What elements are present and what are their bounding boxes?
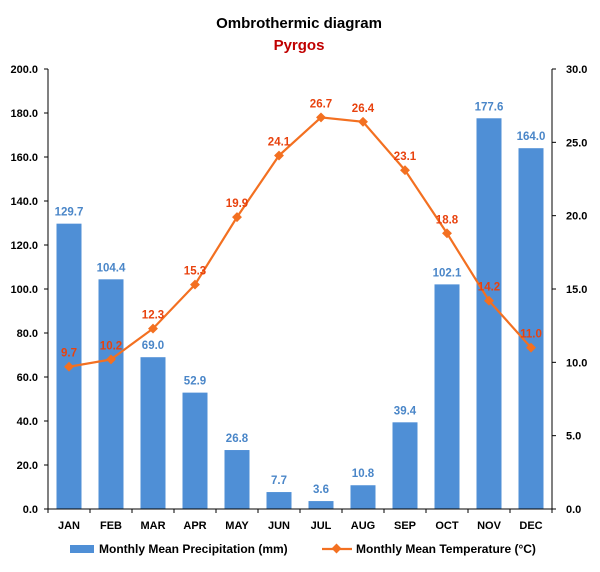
temperature-labels: 9.7 10.2 12.3 15.3 19.9 24.1 26.7 26.4 23.1 18.8 1… <box>61 98 542 359</box>
precipitation-bar <box>140 357 166 509</box>
temperature-point <box>400 165 410 176</box>
precipitation-bar <box>518 148 544 509</box>
precipitation-value-label: 104.4 <box>97 262 126 274</box>
month-label: MAY <box>225 520 249 532</box>
precipitation-bar <box>392 422 418 509</box>
right-tick-label: 30.0 <box>566 64 587 76</box>
left-tick-label: 160.0 <box>10 152 38 164</box>
month-axis: JAN FEB MAR APR MAY JUN JUL AUG SEP OCT NOV DEC <box>47 509 553 532</box>
precipitation-value-label: 164.0 <box>517 131 546 143</box>
temperature-value-label: 19.9 <box>226 198 248 210</box>
precipitation-labels: 129.7 104.4 69.0 52.9 26.8 7.7 3.6 10.8 39.4 102.… <box>55 101 546 496</box>
precipitation-value-label: 129.7 <box>55 207 84 219</box>
left-axis: 0.0 20.0 40.0 60.0 80.0 100.0 120.0 140.0 160.0 1… <box>10 64 48 516</box>
precipitation-value-label: 10.8 <box>352 468 375 480</box>
left-tick-label: 140.0 <box>10 196 38 208</box>
temperature-point <box>148 323 158 334</box>
month-label: APR <box>183 520 206 532</box>
left-tick-label: 120.0 <box>10 240 38 252</box>
temperature-value-label: 23.1 <box>394 151 417 163</box>
temperature-value-label: 24.1 <box>268 137 291 149</box>
temperature-value-label: 18.8 <box>436 214 459 226</box>
left-tick-label: 20.0 <box>17 460 38 472</box>
precipitation-value-label: 52.9 <box>184 376 206 388</box>
precipitation-bar <box>182 392 208 509</box>
temperature-point <box>442 228 452 239</box>
temperature-line <box>64 112 536 372</box>
month-label: JUL <box>311 520 332 532</box>
temperature-value-label: 14.2 <box>478 282 500 294</box>
temperature-series-line <box>68 116 532 368</box>
month-label: DEC <box>519 520 542 532</box>
precipitation-bar <box>476 118 502 509</box>
precipitation-bar <box>350 485 376 509</box>
precipitation-value-label: 26.8 <box>226 433 249 445</box>
month-label: JUN <box>268 520 290 532</box>
temperature-point <box>190 279 200 290</box>
legend-precipitation-swatch <box>70 545 94 553</box>
temperature-point <box>232 212 242 223</box>
temperature-value-label: 15.3 <box>184 266 206 278</box>
legend: Monthly Mean Precipitation (mm) Monthly … <box>70 542 536 556</box>
temperature-value-label: 11.0 <box>520 329 542 341</box>
right-tick-label: 10.0 <box>566 357 587 369</box>
temperature-point <box>484 295 494 306</box>
month-label: SEP <box>394 520 416 532</box>
precipitation-bar <box>308 501 334 509</box>
precipitation-bar <box>434 284 460 509</box>
chart-title: Ombrothermic diagram <box>216 15 382 32</box>
temperature-value-label: 12.3 <box>142 310 164 322</box>
temperature-value-label: 10.2 <box>100 340 122 352</box>
left-tick-label: 180.0 <box>10 108 38 120</box>
right-tick-label: 0.0 <box>566 504 581 516</box>
precipitation-value-label: 39.4 <box>394 405 417 417</box>
chart-subtitle: Pyrgos <box>274 37 325 54</box>
precipitation-value-label: 177.6 <box>475 101 504 113</box>
temperature-value-label: 26.4 <box>352 103 375 115</box>
precipitation-value-label: 102.1 <box>433 267 462 279</box>
left-tick-label: 0.0 <box>23 504 38 516</box>
axis-lines <box>47 69 553 510</box>
right-tick-label: 25.0 <box>566 137 587 149</box>
precipitation-bar <box>98 279 124 509</box>
temperature-value-label: 9.7 <box>61 348 77 360</box>
precipitation-bar <box>224 450 250 509</box>
month-label: AUG <box>351 520 375 532</box>
left-tick-label: 100.0 <box>10 284 38 296</box>
precipitation-value-label: 69.0 <box>142 340 164 352</box>
right-tick-label: 5.0 <box>566 431 581 443</box>
legend-temperature-label: Monthly Mean Temperature (°C) <box>356 542 536 556</box>
month-label: OCT <box>435 520 459 532</box>
legend-temperature-swatch-marker <box>331 543 342 554</box>
right-tick-label: 15.0 <box>566 284 587 296</box>
left-tick-label: 80.0 <box>17 328 38 340</box>
left-tick-label: 40.0 <box>17 416 38 428</box>
legend-precipitation-label: Monthly Mean Precipitation (mm) <box>99 542 288 556</box>
month-label: MAR <box>140 520 165 532</box>
precipitation-bars <box>56 118 544 509</box>
precipitation-bar <box>266 492 292 509</box>
temperature-point <box>526 342 536 353</box>
left-tick-label: 60.0 <box>17 372 38 384</box>
temperature-value-label: 26.7 <box>310 98 332 110</box>
right-tick-label: 20.0 <box>566 211 587 223</box>
left-tick-label: 200.0 <box>10 64 38 76</box>
month-label: JAN <box>58 520 80 532</box>
month-label: NOV <box>477 520 502 532</box>
precipitation-value-label: 7.7 <box>271 475 287 487</box>
precipitation-value-label: 3.6 <box>313 484 329 496</box>
temperature-point <box>274 150 284 161</box>
month-label: FEB <box>100 520 122 532</box>
right-axis: 0.0 5.0 10.0 15.0 20.0 25.0 30.0 <box>552 64 587 516</box>
